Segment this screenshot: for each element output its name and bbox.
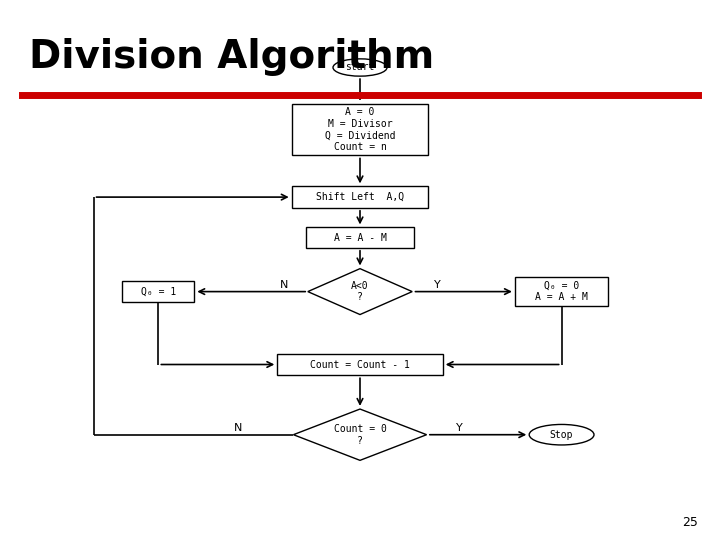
Text: A = A - M: A = A - M xyxy=(333,233,387,242)
FancyBboxPatch shape xyxy=(306,227,414,248)
FancyBboxPatch shape xyxy=(292,104,428,156)
Polygon shape xyxy=(294,409,426,460)
Text: start: start xyxy=(346,63,374,72)
Text: A = 0
M = Divisor
Q = Dividend
Count = n: A = 0 M = Divisor Q = Dividend Count = n xyxy=(325,107,395,152)
Text: Y: Y xyxy=(456,423,463,433)
Text: Stop: Stop xyxy=(550,430,573,440)
Text: Q₀ = 1: Q₀ = 1 xyxy=(141,287,176,296)
Text: A<0
?: A<0 ? xyxy=(351,281,369,302)
Ellipse shape xyxy=(333,59,387,76)
Text: Count = Count - 1: Count = Count - 1 xyxy=(310,360,410,369)
FancyBboxPatch shape xyxy=(122,281,194,302)
Text: Q₀ = 0
A = A + M: Q₀ = 0 A = A + M xyxy=(535,281,588,302)
Ellipse shape xyxy=(529,424,594,445)
FancyBboxPatch shape xyxy=(515,276,608,306)
Text: Shift Left  A,Q: Shift Left A,Q xyxy=(316,192,404,202)
Text: N: N xyxy=(280,280,289,290)
Text: N: N xyxy=(233,423,242,433)
FancyBboxPatch shape xyxy=(292,186,428,208)
FancyBboxPatch shape xyxy=(277,354,443,375)
Text: Count = 0
?: Count = 0 ? xyxy=(333,424,387,446)
Text: 25: 25 xyxy=(683,516,698,529)
Text: Y: Y xyxy=(434,280,441,290)
Polygon shape xyxy=(308,268,412,314)
Text: Division Algorithm: Division Algorithm xyxy=(29,38,434,76)
